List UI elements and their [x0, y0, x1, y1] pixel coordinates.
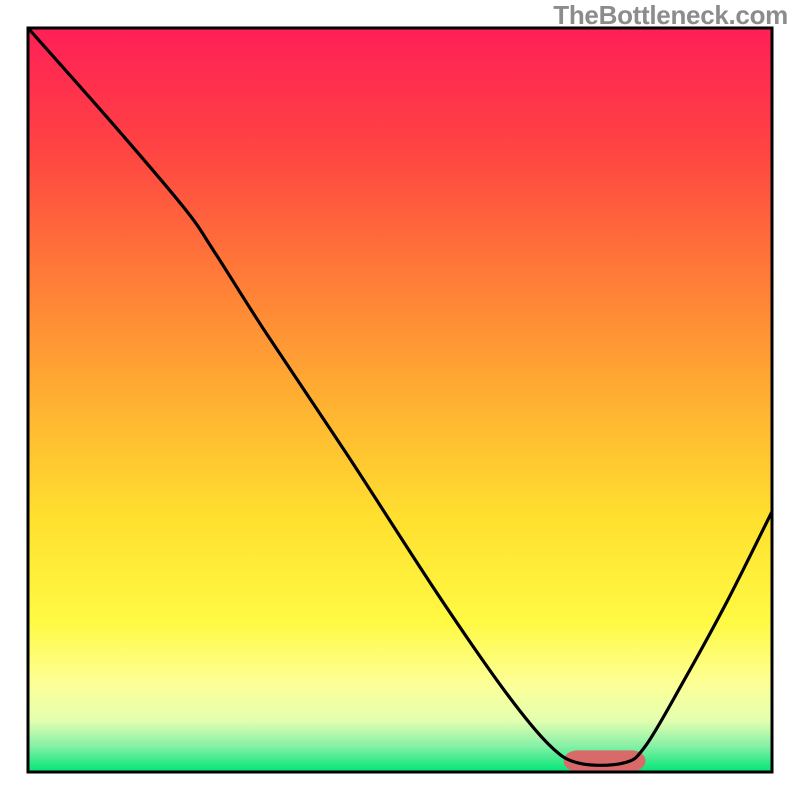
plot-background [28, 28, 772, 772]
watermark-text: TheBottleneck.com [553, 0, 788, 31]
chart-svg [0, 0, 800, 800]
chart-root: TheBottleneck.com [0, 0, 800, 800]
